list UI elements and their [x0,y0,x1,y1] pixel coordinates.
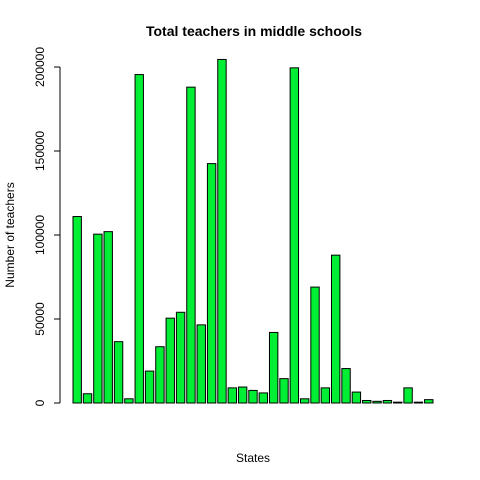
bar [424,399,434,404]
bar [196,324,206,404]
bar [403,387,413,404]
y-tick-label: 50000 [33,302,47,336]
bar [268,331,279,404]
bar [206,163,217,404]
bar [289,67,300,404]
bar [134,74,144,404]
bar [227,387,238,404]
bar [175,311,186,404]
bar [331,254,341,404]
bar [82,393,93,404]
bar [103,231,113,404]
bar [351,391,362,404]
x-axis-label: States [236,451,270,465]
bar [320,387,331,404]
bar [310,286,320,404]
bars [72,58,434,404]
y-tick-label: 200000 [33,47,47,87]
bar [341,368,351,404]
y-axis: 0 50000 100000 150000 200000 [33,47,61,406]
y-tick-label: 0 [33,399,47,406]
bar [217,58,227,404]
bar [372,400,382,404]
bar [393,401,403,404]
bar [299,398,310,404]
bar [248,389,258,404]
y-axis-label: Number of teachers [3,182,17,287]
y-tick-label: 100000 [33,215,47,255]
bar [279,378,289,404]
bar [186,86,196,404]
y-tick-label: 150000 [33,131,47,171]
bar [413,401,424,404]
bar [124,398,134,404]
bar [93,233,103,404]
bar [144,370,155,404]
bar [155,346,165,404]
bar [382,399,393,404]
chart-title: Total teachers in middle schools [146,23,362,39]
bar [258,392,269,404]
bar [237,386,248,404]
bar [72,216,82,404]
bar [362,399,372,404]
bar [113,341,124,404]
bar [165,317,175,404]
